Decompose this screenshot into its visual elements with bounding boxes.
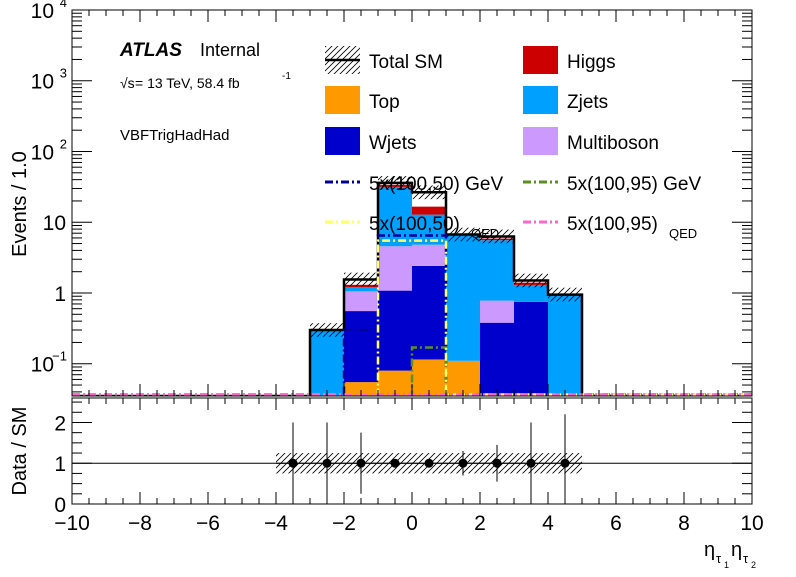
legend-label-top: Top xyxy=(369,92,400,113)
y-axis-label-top: Events / 1.0 xyxy=(9,151,31,257)
legend-label-sig_100_95_qed: 5x(100,95) xyxy=(567,214,658,235)
y-tick-label: 1 xyxy=(54,283,66,306)
ratio-point-3 xyxy=(390,458,400,468)
ratio-point-2 xyxy=(356,458,366,468)
legend-label-higgs: Higgs xyxy=(567,52,616,73)
bar-higgs-bin-10 xyxy=(412,206,446,215)
x-tick-label: 0 xyxy=(406,512,418,535)
legend-swatch-higgs xyxy=(523,46,558,74)
legend-swatch-top xyxy=(325,86,360,114)
x-tick-label: 4 xyxy=(542,512,554,535)
y-tick-label: 10 xyxy=(43,212,66,235)
bar-wjets-bin-10 xyxy=(412,265,446,360)
legend-label-wjets: Wjets xyxy=(369,133,417,154)
y-tick-label: 10 xyxy=(31,71,54,94)
region-label: VBFTrigHadHad xyxy=(120,127,229,144)
y-tick-label-exponent: −1 xyxy=(52,349,67,364)
x-tick-label: 10 xyxy=(740,512,763,535)
bar-zjets-bin-12 xyxy=(480,240,514,301)
legend-label-zjets: Zjets xyxy=(567,92,608,113)
bar-multiboson-bin-10 xyxy=(412,244,446,266)
atlas-label: ATLAS xyxy=(119,40,182,61)
bar-zjets-bin-14 xyxy=(548,294,582,396)
ratio-point-0 xyxy=(288,458,298,468)
legend-swatch-zjets xyxy=(523,86,558,114)
x-tick-label: −8 xyxy=(128,512,152,535)
y-tick-label: 10 xyxy=(31,0,54,23)
x-tick-label: −4 xyxy=(264,512,288,535)
y-tick-label-exponent: 4 xyxy=(60,0,67,10)
ratio-point-7 xyxy=(526,458,536,468)
y-tick-label-exponent: 2 xyxy=(60,136,67,151)
x-axis-label: η τ 1 η τ 2 xyxy=(704,539,756,570)
ratio-panel: −10 −8 −6 −4 −2 0 2 4 6 8 10 0 1 2 Data / SM xyxy=(9,397,764,535)
x-tick-label: 8 xyxy=(678,512,690,535)
bar-zjets-bin-7 xyxy=(310,329,344,396)
bar-zjets-bin-11 xyxy=(446,234,480,361)
bar-multiboson-bin-8 xyxy=(344,291,378,312)
legend-swatch-multiboson xyxy=(523,127,558,155)
x-axis-label-tau2: τ xyxy=(743,551,749,566)
ratio-points xyxy=(276,414,582,504)
legend-label-multiboson: Multiboson xyxy=(567,133,659,154)
y-axis-label-bottom: Data / SM xyxy=(9,407,31,496)
x-tick-label: 2 xyxy=(474,512,486,535)
ratio-y-tick-label: 1 xyxy=(54,453,66,476)
ratio-point-1 xyxy=(322,458,332,468)
ratio-point-5 xyxy=(458,458,468,468)
legend-swatch-wjets xyxy=(325,127,360,155)
y-tick-label: 10 xyxy=(31,141,54,164)
total-sm-line xyxy=(72,181,752,396)
bar-top-bin-10 xyxy=(412,359,446,396)
legend-sublabel-sig_100_95_qed: QED xyxy=(669,226,697,241)
legend-label-sig_100_50: 5x(100,50) GeV xyxy=(369,174,503,195)
legend: Total SM Higgs Top Zjets Wjets Multiboson 5x(1… xyxy=(325,46,701,241)
bar-wjets-bin-13 xyxy=(514,301,548,396)
bar-multiboson-bin-12 xyxy=(480,300,514,323)
energy-label: = 13 TeV, 58.4 fb xyxy=(135,75,240,91)
legend-label-total: Total SM xyxy=(369,52,443,73)
x-axis-label-index2: 2 xyxy=(751,560,756,570)
legend-label-sig_100_95: 5x(100,95) GeV xyxy=(567,174,701,195)
ratio-point-4 xyxy=(424,458,434,468)
legend-sublabel-sig_100_50_qed: QED xyxy=(471,226,499,241)
x-axis-label-tau1: τ xyxy=(716,551,722,566)
x-tick-label: 6 xyxy=(610,512,622,535)
y-tick-label: 10 xyxy=(31,354,54,377)
x-axis-label-eta2: η xyxy=(731,539,742,561)
bar-wjets-bin-8 xyxy=(344,311,378,383)
ratio-y-tick-label: 0 xyxy=(54,494,66,517)
bar-multiboson-bin-9 xyxy=(378,246,412,291)
ratio-panel-axes: −10 −8 −6 −4 −2 0 2 4 6 8 10 0 1 2 xyxy=(54,398,764,535)
bar-wjets-bin-12 xyxy=(480,322,514,396)
x-tick-label: −2 xyxy=(332,512,356,535)
bar-top-bin-8 xyxy=(344,382,378,396)
sqrt-s-label: √s xyxy=(120,75,135,91)
x-axis-label-eta1: η xyxy=(704,539,715,561)
x-tick-label: −6 xyxy=(196,512,220,535)
legend-label-sig_100_50_qed: 5x(100,50) xyxy=(369,214,460,235)
y-tick-label-exponent: 3 xyxy=(60,66,67,81)
bar-zjets-bin-8 xyxy=(344,287,378,292)
bar-zjets-bin-13 xyxy=(514,284,548,302)
lumi-exponent: -1 xyxy=(282,71,291,82)
ratio-point-6 xyxy=(492,458,502,468)
ratio-panel-frame xyxy=(71,397,753,505)
x-tick-label: −10 xyxy=(54,512,90,535)
bar-wjets-bin-9 xyxy=(378,290,412,371)
internal-label: Internal xyxy=(200,40,260,60)
total-sm-line xyxy=(72,176,752,396)
ratio-y-tick-label: 2 xyxy=(54,412,66,435)
ratio-point-8 xyxy=(560,458,570,468)
x-axis-label-index1: 1 xyxy=(724,560,729,570)
